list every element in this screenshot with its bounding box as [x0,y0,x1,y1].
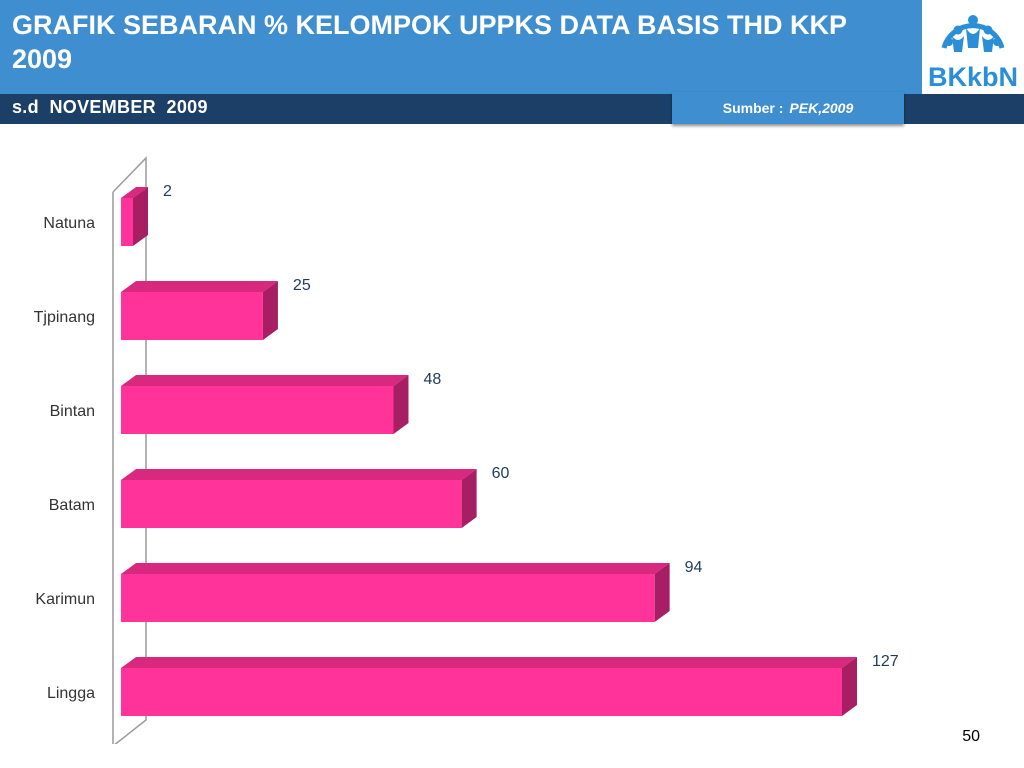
bar-side-face [393,375,409,434]
data-label: 48 [424,371,442,388]
source-value: PEK,2009 [789,100,854,116]
bar [121,563,670,622]
bar-front-face [121,386,394,434]
bar-front-face [121,198,133,246]
bar-top-face [121,375,409,386]
bar-front-face [121,480,462,528]
data-label: 94 [685,559,703,576]
bar [121,375,409,434]
data-label: 127 [872,653,899,670]
bar [121,187,148,246]
bar-top-face [121,563,670,574]
data-label: 25 [293,277,311,294]
bar-top-face [121,281,278,292]
data-label: 2 [163,183,172,200]
bkkbn-logo: BKkbN [922,0,1024,94]
page-number: 50 [962,728,980,745]
source-label: Sumber : [722,100,784,116]
bar-front-face [121,574,655,622]
bar-top-face [121,469,477,480]
bar-top-face [121,657,857,668]
bar-top-face [121,187,148,198]
bar [121,657,857,716]
page-title: GRAFIK SEBARAN % KELOMPOK UPPKS DATA BAS… [12,10,847,74]
subtitle: s.d NOVEMBER 2009 [12,97,208,117]
source-badge: Sumber : PEK,2009 [672,92,904,124]
bar-side-face [842,657,857,716]
bar-chart: Natuna Tjpinang Bintan Batam Karimun Lingga 2… [34,156,899,744]
bkkbn-logo-icon: BKkbN [928,15,1018,92]
category-label: Karimun [35,591,95,608]
logo-text: BKkbN [928,62,1018,92]
bar-front-face [121,292,263,340]
data-label: 60 [492,465,510,482]
category-label: Lingga [47,685,95,702]
bar [121,281,278,340]
bar-side-face [461,469,477,528]
category-label: Natuna [43,215,95,232]
bar-side-face [262,281,278,340]
chart-axis-wall [112,156,147,744]
bar [121,469,477,528]
header-bar: GRAFIK SEBARAN % KELOMPOK UPPKS DATA BAS… [0,0,922,94]
bar-side-face [654,563,670,622]
category-label: Batam [49,497,95,514]
bar-front-face [121,668,842,716]
category-label: Bintan [50,403,95,420]
category-label: Tjpinang [34,309,95,326]
bar-side-face [133,187,148,246]
